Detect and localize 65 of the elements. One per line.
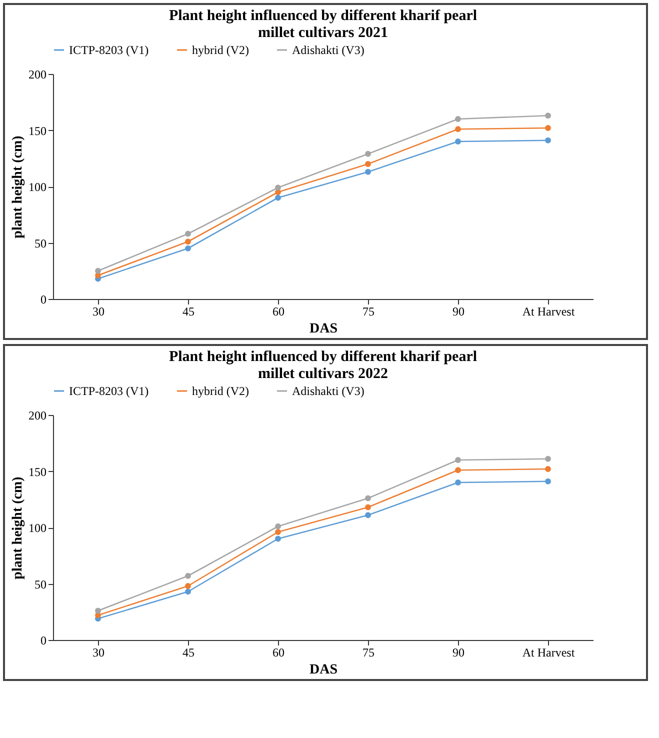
point	[185, 245, 191, 252]
x-tick-label: 30	[92, 304, 104, 318]
legend-label: ICTP-8203 (V1)	[69, 384, 149, 398]
point	[455, 457, 461, 463]
y-tick-label: 50	[34, 577, 46, 592]
x-tick-label: 45	[182, 304, 194, 318]
point	[275, 529, 281, 535]
point	[455, 116, 461, 122]
point	[275, 523, 281, 530]
point	[545, 137, 551, 144]
x-tick-label: 60	[272, 304, 284, 318]
y-tick-label: 150	[28, 464, 46, 479]
x-tick-label: 60	[272, 646, 284, 660]
point	[365, 150, 371, 157]
point	[185, 238, 191, 245]
point	[185, 230, 191, 237]
point	[275, 194, 281, 201]
x-tick-label: 45	[182, 646, 194, 660]
point	[185, 588, 191, 595]
point	[545, 456, 551, 462]
legend-label: hybrid (V2)	[192, 384, 249, 398]
point	[95, 268, 101, 274]
x-tick-label: 75	[362, 304, 374, 318]
legend-label: hybrid (V2)	[192, 43, 249, 57]
point	[545, 125, 551, 131]
y-tick-label: 200	[28, 408, 46, 422]
x-axis-title: DAS	[309, 322, 338, 336]
legend-label: Adishakti (V3)	[292, 384, 364, 398]
point	[545, 466, 551, 472]
y-tick-label: 50	[34, 236, 46, 250]
y-tick-label: 100	[28, 180, 46, 194]
x-tick-label: At Harvest	[522, 646, 576, 660]
x-axis-title: DAS	[309, 662, 338, 678]
point	[455, 480, 461, 486]
point	[365, 512, 371, 518]
point	[185, 572, 191, 579]
point	[455, 138, 461, 144]
y-tick-label: 0	[40, 292, 46, 306]
point	[365, 495, 371, 502]
point	[185, 583, 191, 589]
x-tick-label: 90	[452, 646, 464, 660]
point	[545, 478, 551, 484]
x-tick-label: 75	[362, 646, 374, 660]
x-tick-label: At Harvest	[522, 304, 576, 318]
point	[275, 184, 281, 191]
y-tick-label: 0	[40, 634, 46, 648]
legend-label: Adishakti (V3)	[292, 43, 364, 57]
point	[365, 168, 371, 175]
y-tick-label: 150	[28, 124, 46, 138]
point	[275, 536, 281, 542]
legend-label: ICTP-8203 (V1)	[69, 43, 149, 57]
chart-title: Plant height influenced by different kharif pearl millet cultivars 2021	[168, 8, 478, 41]
chart-title: Plant height influenced by different kharif pearl millet cultivars 2022	[168, 349, 478, 382]
point	[455, 126, 461, 132]
x-tick-label: 30	[92, 646, 104, 660]
point	[365, 161, 371, 167]
y-tick-label: 200	[28, 68, 46, 82]
point	[545, 112, 551, 119]
point	[365, 504, 371, 510]
y-axis-title: plant height (cm)	[10, 476, 26, 580]
x-tick-label: 90	[452, 304, 464, 318]
point	[95, 608, 101, 614]
y-tick-label: 100	[28, 521, 46, 535]
y-axis-title: plant height (cm)	[10, 135, 26, 238]
point	[455, 467, 461, 474]
